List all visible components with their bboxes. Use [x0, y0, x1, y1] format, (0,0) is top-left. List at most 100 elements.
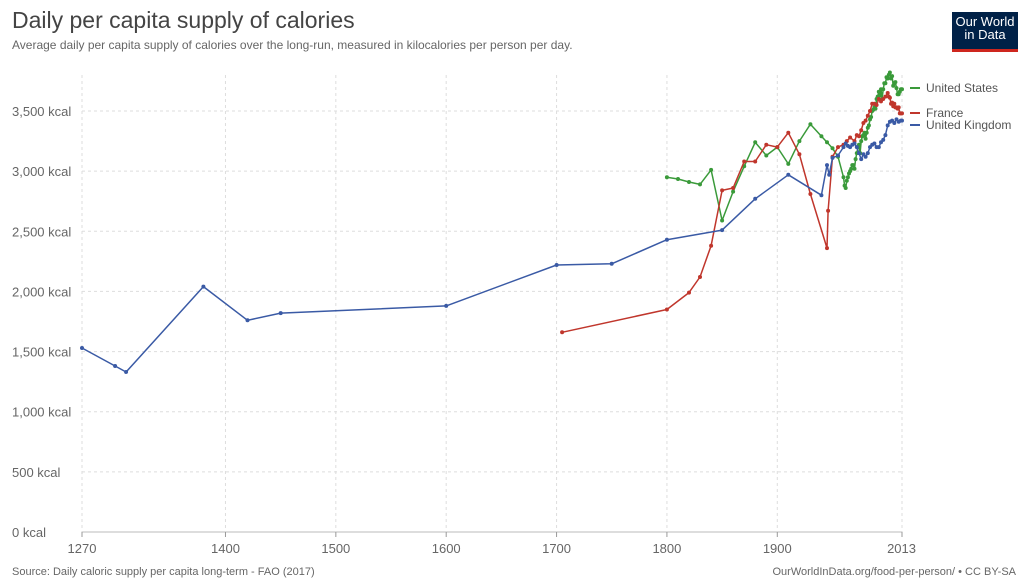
data-point-united-states[interactable] — [698, 182, 702, 187]
data-point-united-states[interactable] — [687, 180, 691, 184]
data-point-france[interactable] — [863, 118, 868, 123]
data-point-france[interactable] — [720, 188, 725, 193]
data-point-france[interactable] — [560, 330, 565, 335]
series-line-united-states[interactable] — [666, 71, 902, 222]
data-point-united-states[interactable] — [676, 177, 680, 181]
data-point-united-kingdom[interactable] — [883, 133, 888, 138]
data-point-united-states[interactable] — [866, 123, 871, 128]
data-point-united-kingdom[interactable] — [872, 141, 877, 146]
data-point-united-kingdom[interactable] — [881, 137, 886, 142]
data-point-france[interactable] — [848, 135, 853, 140]
owid-logo[interactable]: Our World in Data — [952, 12, 1018, 52]
data-point-united-kingdom[interactable] — [201, 284, 206, 289]
data-point-united-states[interactable] — [709, 167, 714, 172]
data-point-france[interactable] — [874, 103, 879, 107]
data-point-france[interactable] — [887, 95, 892, 100]
data-point-united-states[interactable] — [841, 175, 846, 180]
data-point-united-states[interactable] — [819, 134, 824, 139]
series-line-united-kingdom[interactable] — [81, 118, 902, 373]
data-point-france[interactable] — [885, 91, 890, 95]
data-point-france[interactable] — [892, 101, 897, 106]
data-point-united-states[interactable] — [873, 106, 878, 111]
data-point-united-kingdom[interactable] — [786, 172, 791, 177]
data-point-france[interactable] — [883, 94, 888, 99]
data-point-france[interactable] — [731, 186, 736, 190]
data-point-united-states[interactable] — [894, 86, 899, 91]
data-point-united-states[interactable] — [900, 87, 904, 92]
data-point-france[interactable] — [859, 128, 864, 133]
data-point-united-states[interactable] — [859, 139, 864, 144]
data-point-united-kingdom[interactable] — [892, 121, 897, 125]
data-point-united-states[interactable] — [869, 115, 874, 119]
data-point-united-states[interactable] — [885, 76, 890, 81]
data-point-united-states[interactable] — [764, 153, 769, 158]
data-point-france[interactable] — [826, 208, 831, 213]
source-link[interactable]: OurWorldInData.org/food-per-person/ • CC… — [772, 566, 1016, 578]
data-point-united-states[interactable] — [883, 81, 888, 86]
data-point-united-kingdom[interactable] — [900, 118, 904, 123]
data-point-united-kingdom[interactable] — [554, 263, 559, 267]
legend-label-france[interactable]: France — [926, 106, 964, 120]
data-point-united-kingdom[interactable] — [876, 145, 881, 150]
data-point-united-states[interactable] — [893, 80, 898, 85]
legend-label-united-states[interactable]: United States — [926, 81, 998, 95]
data-point-united-kingdom[interactable] — [113, 364, 118, 368]
data-point-united-states[interactable] — [864, 130, 869, 135]
data-point-united-states[interactable] — [731, 189, 736, 194]
data-point-united-kingdom[interactable] — [245, 318, 250, 323]
data-point-united-states[interactable] — [664, 175, 669, 180]
data-point-united-states[interactable] — [849, 166, 854, 171]
data-point-united-kingdom[interactable] — [819, 193, 824, 198]
data-point-france[interactable] — [698, 275, 702, 279]
data-point-france[interactable] — [825, 246, 829, 251]
data-point-united-kingdom[interactable] — [885, 123, 890, 128]
data-point-france[interactable] — [709, 243, 714, 248]
data-point-united-kingdom[interactable] — [854, 145, 859, 150]
data-point-united-states[interactable] — [851, 163, 856, 168]
data-point-united-kingdom[interactable] — [753, 196, 758, 201]
data-point-france[interactable] — [775, 145, 780, 150]
data-point-united-states[interactable] — [825, 140, 829, 145]
data-point-france[interactable] — [664, 307, 669, 312]
legend-label-united-kingdom[interactable]: United Kingdom — [926, 118, 1011, 132]
data-point-united-kingdom[interactable] — [80, 346, 84, 350]
data-point-united-kingdom[interactable] — [664, 237, 669, 242]
data-point-united-kingdom[interactable] — [863, 154, 868, 159]
data-point-united-states[interactable] — [877, 93, 882, 98]
data-point-united-kingdom[interactable] — [830, 155, 835, 160]
data-point-united-kingdom[interactable] — [852, 141, 857, 146]
data-point-france[interactable] — [857, 134, 861, 139]
data-point-united-states[interactable] — [844, 178, 849, 183]
data-point-united-states[interactable] — [843, 186, 848, 190]
data-point-united-kingdom[interactable] — [857, 151, 861, 156]
data-point-united-kingdom[interactable] — [841, 145, 846, 150]
data-point-france[interactable] — [687, 290, 691, 295]
data-point-france[interactable] — [808, 192, 813, 196]
data-point-united-states[interactable] — [853, 157, 858, 162]
data-point-united-states[interactable] — [786, 161, 791, 166]
data-point-france[interactable] — [764, 142, 769, 147]
data-point-united-kingdom[interactable] — [836, 153, 840, 158]
data-point-united-kingdom[interactable] — [124, 370, 129, 374]
data-point-united-kingdom[interactable] — [609, 261, 614, 266]
data-point-united-states[interactable] — [863, 136, 868, 141]
data-point-united-states[interactable] — [797, 139, 802, 144]
data-point-united-states[interactable] — [830, 146, 835, 151]
data-point-united-states[interactable] — [887, 70, 892, 75]
data-point-united-states[interactable] — [808, 122, 813, 127]
data-point-united-states[interactable] — [720, 218, 725, 223]
data-point-united-states[interactable] — [845, 175, 850, 180]
data-point-france[interactable] — [786, 130, 791, 135]
data-point-united-states[interactable] — [753, 140, 758, 145]
data-point-united-states[interactable] — [881, 87, 886, 92]
data-point-united-states[interactable] — [890, 74, 895, 79]
data-point-united-kingdom[interactable] — [278, 311, 283, 316]
data-point-france[interactable] — [865, 113, 870, 118]
data-point-france[interactable] — [797, 152, 802, 157]
data-point-united-kingdom[interactable] — [865, 151, 870, 156]
data-point-france[interactable] — [836, 145, 840, 150]
data-point-france[interactable] — [868, 109, 872, 113]
data-point-france[interactable] — [753, 159, 758, 164]
data-point-united-kingdom[interactable] — [444, 303, 449, 308]
data-point-united-kingdom[interactable] — [825, 163, 829, 168]
